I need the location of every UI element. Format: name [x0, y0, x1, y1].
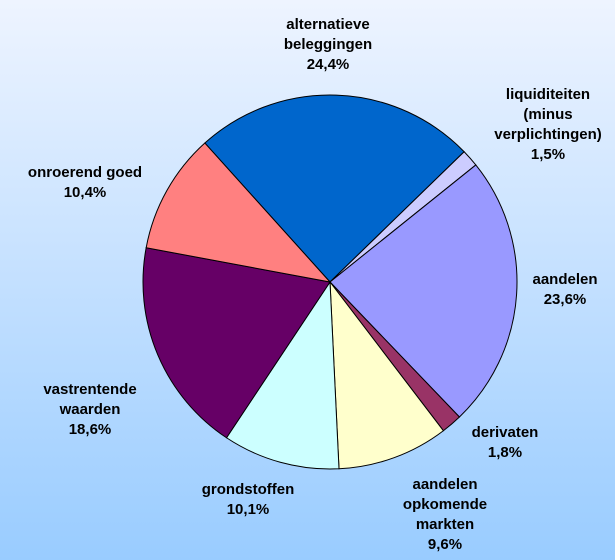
- value-label: 10,4%: [64, 184, 107, 201]
- label-line: verplichtingen): [494, 126, 602, 143]
- value-label: 10,1%: [227, 501, 270, 518]
- slice-label: aandelen: [532, 271, 597, 288]
- value-label: 23,6%: [544, 291, 587, 308]
- value-label: 24,4%: [307, 56, 350, 73]
- slice-label: liquiditeiten (minus verplichtingen): [494, 86, 602, 143]
- label-line: alternatieve: [286, 16, 369, 33]
- value-label: 1,8%: [488, 444, 522, 461]
- value-label: 1,5%: [531, 146, 565, 163]
- label-line: derivaten: [472, 424, 539, 441]
- slice-label: grondstoffen: [202, 481, 294, 498]
- pie-slice: [142, 247, 331, 439]
- label-line: beleggingen: [284, 36, 372, 53]
- label-line: (minus: [523, 106, 572, 123]
- pie-slice: [145, 142, 332, 283]
- slice-label: vastrentende waarden: [43, 381, 136, 418]
- label-line: grondstoffen: [202, 481, 294, 498]
- label-line: onroerend goed: [28, 164, 142, 181]
- label-line: aandelen: [412, 476, 477, 493]
- label-line: aandelen: [532, 271, 597, 288]
- slice-label: onroerend goed: [28, 164, 142, 181]
- label-line: vastrentende: [43, 381, 136, 398]
- pie-slice: [225, 280, 340, 470]
- value-label: 18,6%: [69, 421, 112, 438]
- slice-label: derivaten: [472, 424, 539, 441]
- label-line: waarden: [59, 401, 121, 418]
- slice-label: aandelen opkomende markten: [403, 476, 487, 533]
- pie-slice: [329, 164, 518, 418]
- label-line: liquiditeiten: [506, 86, 590, 103]
- label-line: opkomende: [403, 496, 487, 513]
- label-line: markten: [416, 516, 474, 533]
- pie-slice: [329, 280, 445, 470]
- value-label: 9,6%: [428, 536, 462, 553]
- slice-label: alternatieve beleggingen: [284, 16, 372, 53]
- pie-slice: [204, 94, 465, 283]
